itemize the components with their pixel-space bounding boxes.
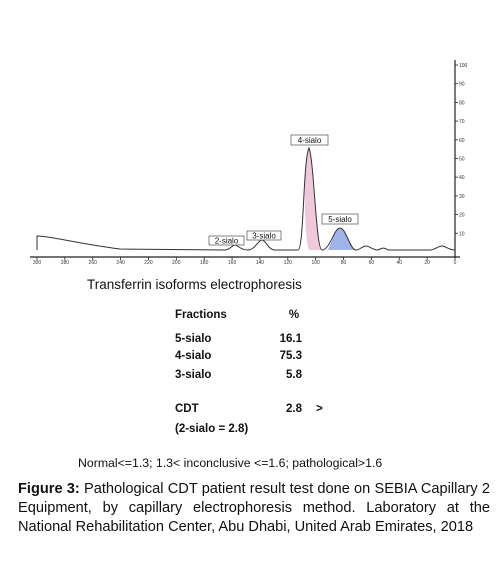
caption-label: Figure 3:: [18, 481, 80, 497]
y-tick-label: 60: [459, 138, 465, 144]
table-cell: 3-sialo: [175, 369, 211, 381]
x-tick-label: 220: [144, 260, 153, 266]
cdt-value: 2.8: [286, 403, 303, 415]
y-tick-label: 30: [459, 194, 465, 200]
x-tick-label: 200: [172, 260, 181, 266]
table-cell: 16.1: [280, 333, 303, 345]
y-tick-label: 10: [459, 231, 465, 237]
reference-range: Normal<=1.3; 1.3< inconclusive <=1.6; pa…: [78, 456, 382, 470]
figure-title: Transferrin isoforms electrophoresis: [87, 277, 302, 292]
y-tick-label: 80: [459, 100, 465, 106]
x-tick-label: 260: [89, 260, 98, 266]
table-cell: 4-sialo: [175, 350, 211, 362]
caption-text: Pathological CDT patient result test don…: [18, 481, 491, 535]
x-tick-label: 60: [369, 260, 375, 266]
x-tick-label: 280: [61, 260, 70, 266]
x-tick-label: 160: [228, 260, 237, 266]
x-tick-label: 100: [311, 260, 320, 266]
x-tick-label: 180: [200, 260, 209, 266]
peak-label-box: [321, 213, 359, 225]
peak-label: 3-sialo: [252, 232, 276, 241]
table-cell: 75.3: [280, 350, 302, 362]
figure-caption: Figure 3: Pathological CDT patient resul…: [18, 480, 490, 537]
y-tick-label: 20: [459, 213, 465, 219]
table-header: %: [289, 309, 299, 321]
peak-label-box: [246, 230, 282, 241]
figure: 2-sialo 3-sialo 4-sialo 5-sialo 300 280 26…: [30, 60, 468, 470]
y-tick-label: 40: [459, 175, 465, 181]
table-header: Fractions: [175, 309, 227, 321]
peak-label-box: [208, 235, 245, 246]
table-cell: 5-sialo: [175, 333, 211, 345]
x-tick-label: 20: [424, 260, 430, 266]
y-tick-label: 70: [459, 119, 465, 125]
peak-label: 5-sialo: [328, 215, 352, 224]
cdt-note: (2-sialo = 2.8): [175, 423, 248, 435]
x-tick-label: 240: [116, 260, 125, 266]
table-cell: 5.8: [286, 369, 303, 381]
peak-label: 2-sialo: [215, 237, 239, 246]
x-tick-label: 40: [396, 260, 402, 266]
cdt-label: CDT: [175, 403, 199, 415]
x-tick-label: 0: [454, 260, 457, 266]
x-tick-label: 120: [284, 260, 293, 266]
x-tick-label: 300: [33, 260, 42, 266]
x-tick-label: 80: [341, 260, 347, 266]
cdt-flag: >: [316, 403, 323, 415]
peak-5-fill: [328, 228, 354, 250]
x-tick-label: 140: [256, 260, 265, 266]
y-tick-label: 90: [459, 82, 465, 88]
electropherogram-trace: [36, 146, 456, 251]
peak-label-box: [290, 134, 329, 146]
y-tick-label: 100: [459, 63, 468, 69]
peak-label: 4-sialo: [298, 136, 322, 145]
y-tick-label: 50: [459, 157, 465, 163]
